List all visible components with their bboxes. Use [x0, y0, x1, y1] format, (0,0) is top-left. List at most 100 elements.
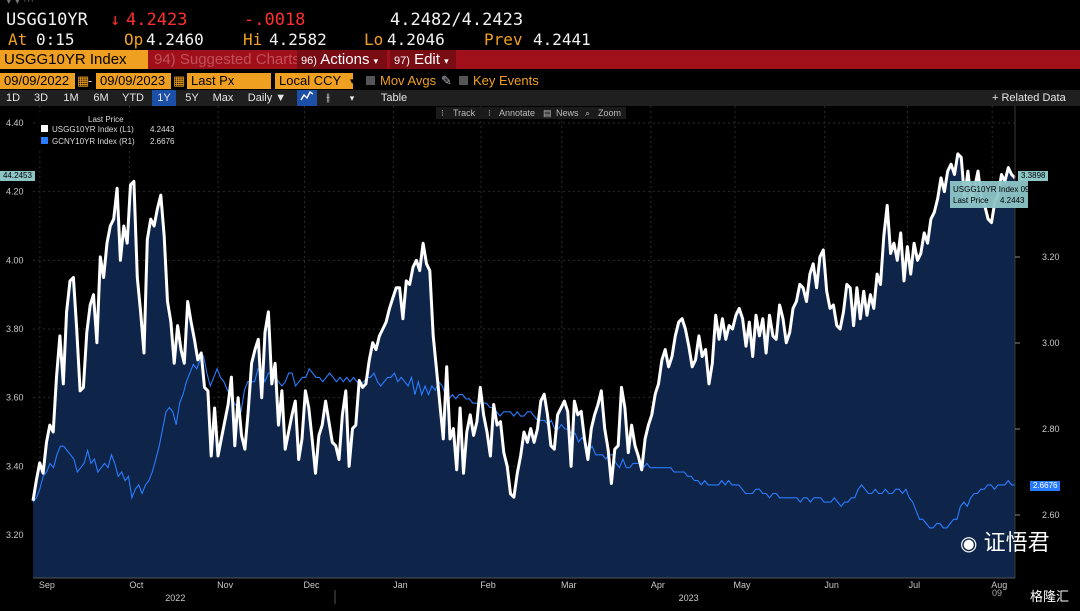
mov-avgs-label: Mov Avgs [380, 73, 437, 88]
options-bar: 09/09/2022 ▦ - 09/09/2023 ▦ Last Px Loca… [0, 72, 1080, 90]
range-5y-button[interactable]: 5Y [185, 92, 199, 104]
right-tick-label: 3.00 [1042, 338, 1060, 348]
last-price: 4.2423 [126, 10, 188, 30]
high-label: Hi [243, 30, 263, 49]
date-tag: 09 [992, 588, 1003, 598]
end-date-field[interactable]: 09/09/2023 [96, 73, 171, 89]
edit-number: 97) [394, 55, 410, 67]
down-arrow-icon: ↓ [110, 10, 121, 30]
start-date-field[interactable]: 09/09/2022 [0, 73, 75, 89]
usgg10yr-area-fill [33, 153, 1015, 578]
range-6m-button[interactable]: 6M [93, 92, 109, 104]
month-label: Jan [393, 580, 408, 590]
annotate-button[interactable]: Annotate [499, 108, 535, 118]
left-axis: 3.20 3.40 3.60 3.80 4.00 4.20 4.40 [6, 118, 24, 540]
actions-label: Actions [320, 51, 370, 68]
date-separator: - [88, 73, 93, 88]
usgg10yr-series-line [31, 152, 1017, 501]
net-change: -.0018 [244, 10, 306, 30]
edit-dropdown-icon: ▾ [444, 56, 449, 66]
left-value-tag: 44.2453 [0, 171, 35, 181]
gcny10yr-series-line [32, 354, 1015, 529]
edit-menu[interactable]: 97) Edit ▾ [390, 50, 456, 69]
left-tick-label: 3.80 [6, 324, 24, 334]
field-select[interactable]: Last Px [187, 73, 271, 89]
right-white-value-tag: 3.3898 [1018, 171, 1049, 181]
prev-value: 4.2441 [533, 30, 591, 49]
month-label: Mar [561, 580, 577, 590]
year-label: 2023 [679, 593, 699, 603]
watermark-sub: 格隆汇 [1030, 589, 1070, 604]
bid-ask: 4.2482/4.2423 [390, 10, 524, 30]
range-1d-button[interactable]: 1D [5, 92, 21, 104]
zoom-icon[interactable]: ⌕ [585, 108, 590, 118]
range-max-button[interactable]: Max [212, 92, 234, 104]
calendar-start-icon[interactable]: ▦ [77, 73, 90, 88]
news-button[interactable]: News [556, 108, 579, 118]
news-icon[interactable]: ▤ [543, 108, 552, 118]
frequency-select[interactable]: Daily ▼ [247, 92, 287, 104]
watermark-text: 证悟君 [983, 530, 1050, 555]
legend-gcny-name: GCNY10YR Index (R1) [52, 137, 135, 146]
right-blue-value-tag: 2.6676 [1030, 481, 1061, 491]
left-tick-label: 4.00 [6, 255, 24, 265]
suggested-charts-button[interactable]: 94) Suggested Charts [154, 51, 300, 68]
month-label: Apr [651, 580, 665, 590]
high-value: 4.2582 [269, 30, 327, 49]
related-data-button[interactable]: + Related Data [992, 92, 1066, 104]
year-label: 2022 [165, 593, 185, 603]
range-bar: 1D 3D 1M 6M YTD 1Y 5Y Max Daily ▼ ⫲ ▾ Ta… [0, 90, 1080, 106]
calendar-end-icon[interactable]: ▦ [173, 73, 186, 88]
low-label: Lo [364, 30, 384, 49]
price-chart[interactable]: 3.20 3.40 3.60 3.80 4.00 4.20 4.40 2.60 2.80 3.0… [0, 106, 1080, 611]
line-chart-icon[interactable] [297, 90, 317, 106]
zoom-button[interactable]: Zoom [598, 108, 621, 118]
month-label: Dec [304, 580, 321, 590]
open-label: Op [124, 30, 144, 49]
legend-usgg-value: 4.2443 [150, 125, 175, 134]
chart-type-dropdown-icon[interactable]: ▾ [349, 93, 355, 103]
track-button[interactable]: Track [453, 108, 476, 118]
actions-menu[interactable]: 96) Actions ▾ [297, 50, 387, 69]
legend-title: Last Price [88, 115, 124, 124]
right-tick-label: 3.20 [1042, 252, 1060, 262]
currency-select[interactable]: Local CCY [275, 73, 353, 89]
track-icon[interactable]: ⁝ [441, 108, 444, 118]
month-label: May [734, 580, 752, 590]
x-axis: Sep Oct Nov Dec Jan Feb Mar Apr May Jun Jul Aug 2022… [39, 580, 1007, 604]
month-label: Sep [39, 580, 55, 590]
prev-label: Prev [484, 30, 523, 49]
range-ytd-button[interactable]: YTD [122, 92, 144, 104]
wechat-icon: ◉ [960, 533, 978, 555]
left-tick-label: 3.40 [6, 461, 24, 471]
month-label: Jun [824, 580, 839, 590]
month-label: Jul [909, 580, 921, 590]
month-label: Feb [480, 580, 496, 590]
actions-number: 96) [301, 55, 317, 67]
price-tooltip: USGG10YR Index 09/08/23 Last Price 4.244… [950, 181, 1052, 208]
menu-bar: USGG10YR Index 94) Suggested Charts 96) … [0, 50, 1080, 69]
ticker: USGG10YR [6, 10, 88, 30]
key-events-checkbox[interactable] [459, 76, 468, 85]
open-value: 4.2460 [146, 30, 204, 49]
legend-usgg-name: USGG10YR Index (L1) [52, 125, 134, 134]
right-axis: 2.60 2.80 3.00 3.20 [1015, 252, 1060, 520]
range-3d-button[interactable]: 3D [33, 92, 49, 104]
low-value: 4.2046 [387, 30, 445, 49]
currency-dropdown-icon[interactable]: ▾ [350, 76, 355, 86]
chart-type-icon[interactable]: ⫲ [326, 92, 330, 104]
pencil-icon[interactable]: ✎ [441, 73, 452, 88]
range-1y-button[interactable]: 1Y [152, 90, 176, 106]
left-tick-label: 3.60 [6, 393, 24, 403]
security-field[interactable]: USGG10YR Index [0, 50, 148, 69]
edit-label: Edit [414, 51, 440, 68]
key-events-label: Key Events [473, 73, 539, 88]
table-button[interactable]: Table [380, 92, 408, 104]
range-1m-button[interactable]: 1M [63, 92, 79, 104]
annotate-icon[interactable]: ⁝ [488, 108, 491, 118]
tooltip-label: Last Price [953, 196, 989, 205]
tooltip-value: 4.2443 [1000, 196, 1025, 205]
mov-avgs-checkbox[interactable] [366, 76, 375, 85]
at-value: 0:15 [36, 30, 75, 49]
month-label: Nov [217, 580, 234, 590]
